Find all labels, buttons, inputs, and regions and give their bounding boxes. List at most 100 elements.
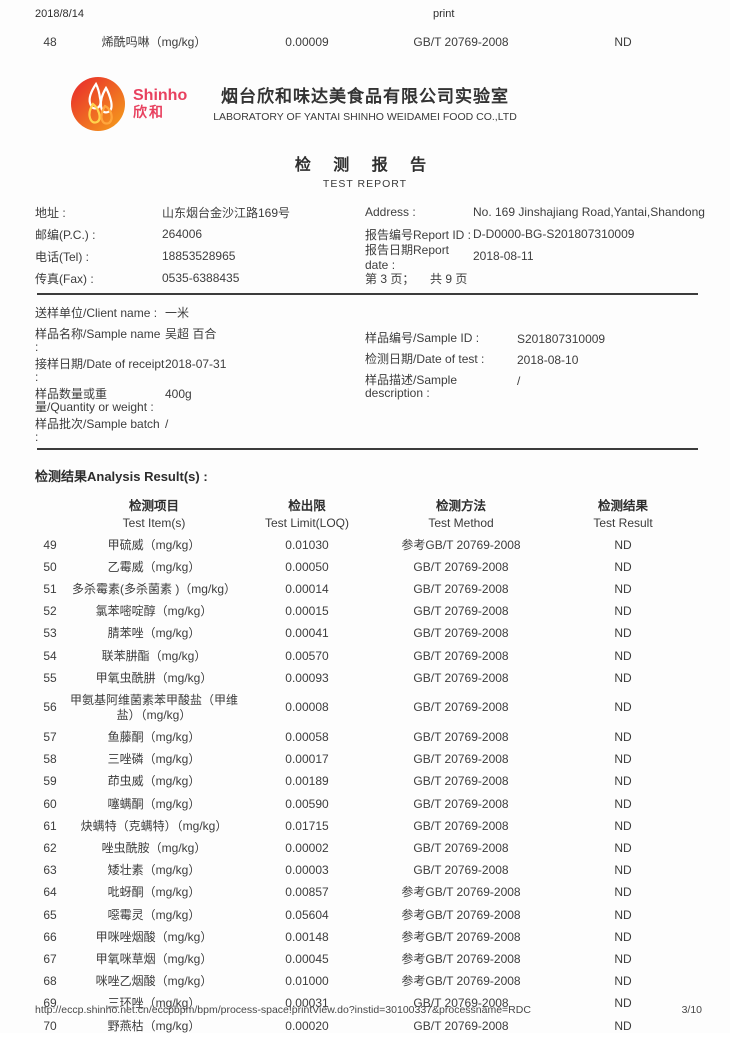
field-label: 报告编号Report ID : <box>365 227 472 242</box>
row-limit: 0.00590 <box>285 796 329 811</box>
footer-page-number: 3/10 <box>681 1004 702 1016</box>
info-row: 报告编号Report ID : D-D0000-BG-S201807310009 <box>365 223 695 245</box>
results-rows: 49 甲硫威（mg/kg） 0.01030 参考GB/T 20769-2008 … <box>35 534 695 1037</box>
row-method: 参考GB/T 20769-2008 <box>401 951 521 966</box>
field-value: 2018-08-10 <box>517 353 579 367</box>
info-row: 样品编号/Sample ID : S201807310009 <box>365 328 695 349</box>
row-method: GB/T 20769-2008 <box>413 730 509 745</box>
row-limit: 0.00093 <box>285 670 329 685</box>
table-row: 56 甲氨基阿维菌素苯甲酸盐（甲维盐）（mg/kg） 0.00008 GB/T … <box>35 689 695 726</box>
sample-info-left: 送样单位/Client name : 一米 样品名称/Sample name :… <box>35 303 365 444</box>
row-no: 54 <box>43 648 57 663</box>
row-result: ND <box>614 885 632 900</box>
field-label: 传真(Fax) : <box>35 271 94 286</box>
row-name: 咪唑乙烟酸（mg/kg） <box>95 974 213 989</box>
row-name: 鱼藤酮（mg/kg） <box>107 730 201 745</box>
row-method: 参考GB/T 20769-2008 <box>401 885 521 900</box>
row-name: 甲硫威（mg/kg） <box>107 537 201 552</box>
row-limit: 0.00002 <box>285 841 329 856</box>
field-value: 吴超 百合 <box>165 327 217 341</box>
col-header-test-item: 检测项目 Test Item(s) <box>65 498 243 531</box>
row-name: 野燕枯（mg/kg） <box>107 1018 201 1033</box>
row-no: 48 <box>43 35 57 49</box>
row-method: GB/T 20769-2008 <box>413 774 509 789</box>
row-limit: 0.00041 <box>285 626 329 641</box>
row-no: 59 <box>43 774 57 789</box>
results-table-header: 检测项目 Test Item(s) 检出限 Test Limit(LOQ) 检测… <box>35 498 695 531</box>
info-row: 样品数量或重量/Quantity or weight : 400g <box>35 384 365 414</box>
row-method: 参考GB/T 20769-2008 <box>401 907 521 922</box>
row-result: ND <box>614 929 632 944</box>
row-result: ND <box>614 559 632 574</box>
row-method: 参考GB/T 20769-2008 <box>401 537 521 552</box>
field-value: 2018-08-11 <box>473 249 534 263</box>
col-header-en: Test Limit(LOQ) <box>264 516 349 530</box>
info-row: 第 3 页； 共 9 页 <box>365 267 695 289</box>
row-result: ND <box>614 604 632 619</box>
divider-top <box>37 293 698 295</box>
row-limit: 0.00015 <box>285 604 329 619</box>
row-result: ND <box>614 1018 632 1033</box>
row-no: 58 <box>43 752 57 767</box>
row-name: 腈苯唑（mg/kg） <box>107 626 201 641</box>
row-no: 50 <box>43 559 57 574</box>
field-value: 一米 <box>165 306 190 320</box>
divider-bottom <box>37 448 698 450</box>
sample-info-right: 样品编号/Sample ID : S201807310009 检测日期/Date… <box>365 303 695 444</box>
col-header-en: Test Item(s) <box>122 516 186 530</box>
row-result: ND <box>614 700 632 715</box>
info-row: 样品名称/Sample name : 吴超 百合 <box>35 324 365 354</box>
row-no: 65 <box>43 907 57 922</box>
print-header-bar: 2018/8/14 print <box>35 0 695 22</box>
field-value: / <box>165 417 169 431</box>
row-method: GB/T 20769-2008 <box>413 670 509 685</box>
field-value: 400g <box>165 387 192 401</box>
row-result: ND <box>614 537 632 552</box>
info-row: 电话(Tel) : 18853528965 <box>35 245 365 267</box>
row-result: ND <box>614 996 632 1011</box>
row-method: GB/T 20769-2008 <box>413 581 509 596</box>
row-method: GB/T 20769-2008 <box>413 626 509 641</box>
results-section-title: 检测结果Analysis Result(s) : <box>35 469 208 484</box>
logo-brand-en: Shinho <box>133 87 188 105</box>
row-no: 56 <box>43 700 57 715</box>
row-no: 64 <box>43 885 57 900</box>
results-table: 检测项目 Test Item(s) 检出限 Test Limit(LOQ) 检测… <box>35 498 695 1037</box>
row-name: 三环唑（mg/kg） <box>107 996 201 1011</box>
row-no: 51 <box>43 581 57 596</box>
row-limit: 0.00050 <box>285 559 329 574</box>
sample-info-section: 送样单位/Client name : 一米 样品名称/Sample name :… <box>35 303 695 444</box>
table-row: 60 噻螨酮（mg/kg） 0.00590 GB/T 20769-2008 ND <box>35 793 695 815</box>
row-name: 矮壮素（mg/kg） <box>107 863 201 878</box>
row-limit: 0.00570 <box>285 648 329 663</box>
row-method: GB/T 20769-2008 <box>413 818 509 833</box>
row-name: 炔螨特（克螨特）（mg/kg） <box>80 818 228 833</box>
row-result: ND <box>614 670 632 685</box>
row-name: 甲氧虫酰肼（mg/kg） <box>95 670 213 685</box>
row-method: GB/T 20769-2008 <box>413 841 509 856</box>
row-method: 参考GB/T 20769-2008 <box>401 974 521 989</box>
row-name: 噻螨酮（mg/kg） <box>107 796 201 811</box>
table-row: 57 鱼藤酮（mg/kg） 0.00058 GB/T 20769-2008 ND <box>35 727 695 749</box>
field-label: 电话(Tel) : <box>35 249 90 264</box>
row-result: ND <box>614 648 632 663</box>
row-result: ND <box>614 35 632 49</box>
row-limit: 0.00031 <box>285 996 329 1011</box>
row-name: 乙霉威（mg/kg） <box>107 559 201 574</box>
info-row: 送样单位/Client name : 一米 <box>35 303 365 324</box>
row-method: GB/T 20769-2008 <box>413 796 509 811</box>
shinho-logo: Shinho 欣和 <box>70 76 187 132</box>
row-no: 61 <box>43 818 57 833</box>
row-method: GB/T 20769-2008 <box>413 996 509 1011</box>
table-row: 58 三唑磷（mg/kg） 0.00017 GB/T 20769-2008 ND <box>35 749 695 771</box>
info-row: 报告日期Report date : 2018-08-11 <box>365 243 695 272</box>
logo-wordmark: Shinho 欣和 <box>133 87 188 121</box>
row-result: ND <box>614 907 632 922</box>
logo-brand-cn: 欣和 <box>133 104 165 121</box>
row-limit: 0.00857 <box>285 885 329 900</box>
row-no: 70 <box>43 1018 57 1033</box>
info-row: 邮编(P.C.) : 264006 <box>35 223 365 245</box>
field-label: Address : <box>365 205 416 219</box>
info-row: 样品描述/Sample description : / <box>365 370 695 400</box>
